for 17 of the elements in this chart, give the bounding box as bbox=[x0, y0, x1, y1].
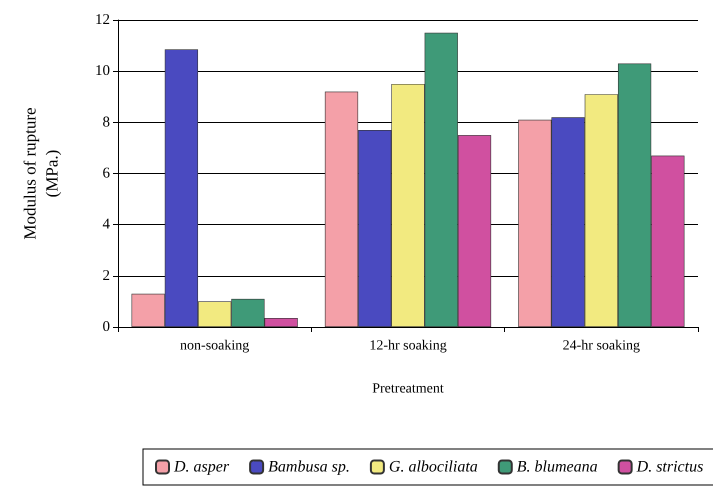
y-tick-label: 6 bbox=[102, 166, 110, 182]
y-tick-label: 4 bbox=[102, 216, 110, 233]
y-tick-label: 8 bbox=[102, 114, 110, 130]
x-axis-title: Pretreatment bbox=[372, 382, 444, 396]
x-tick-label: non-soaking bbox=[180, 338, 250, 354]
y-tick-label: 10 bbox=[95, 63, 110, 80]
x-tick-label: 12-hr soaking bbox=[369, 338, 447, 354]
y-tick-label: 12 bbox=[95, 12, 110, 28]
x-tick-label: 24-hr soaking bbox=[562, 338, 640, 354]
y-tick-label: 2 bbox=[102, 268, 110, 284]
legend-label: B. blumeana bbox=[516, 458, 598, 476]
y-axis-title: Modulus of rupture (MPa.) bbox=[20, 107, 62, 240]
legend-label: Bambusa sp. bbox=[268, 458, 350, 476]
legend-label: G. albociliata bbox=[388, 458, 478, 476]
legend-label: D. strictus bbox=[636, 458, 704, 476]
legend-label: D. asper bbox=[173, 458, 230, 476]
y-tick-label: 0 bbox=[102, 319, 110, 335]
